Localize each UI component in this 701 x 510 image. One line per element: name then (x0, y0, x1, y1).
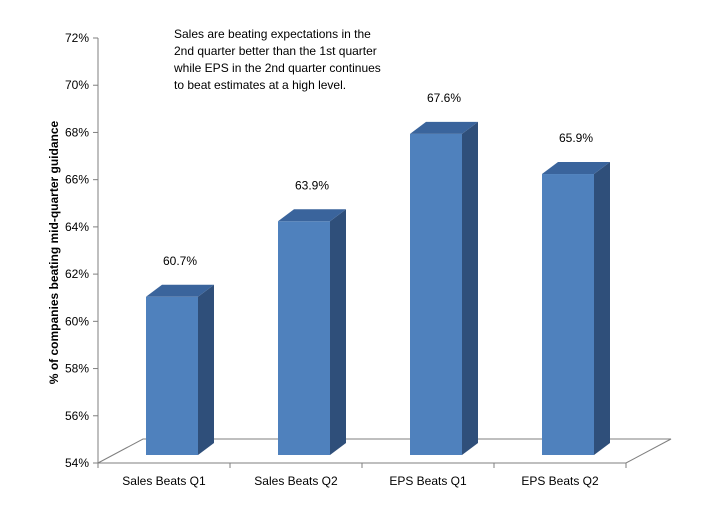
bar-side (594, 162, 610, 455)
y-tick-label: 64% (65, 220, 89, 234)
bar-side (198, 284, 214, 455)
x-tick-label: EPS Beats Q1 (389, 474, 467, 488)
chart-bars (146, 121, 610, 455)
bar-side (330, 209, 346, 455)
y-tick-label: 72% (65, 31, 89, 45)
y-tick-label: 54% (65, 456, 89, 470)
bar-front (410, 133, 462, 455)
data-label: 67.6% (427, 91, 461, 105)
bar-front (542, 174, 594, 455)
data-label: 63.9% (295, 178, 329, 192)
x-tick-label: Sales Beats Q1 (122, 474, 206, 488)
y-tick-label: 66% (65, 173, 89, 187)
y-tick-label: 62% (65, 267, 89, 281)
bar (410, 121, 478, 455)
bar (146, 284, 214, 455)
bar-front (278, 221, 330, 455)
y-axis-label: % of companies beating mid-quarter guida… (47, 120, 61, 384)
y-tick-label: 68% (65, 125, 89, 139)
x-tick-label: Sales Beats Q2 (254, 474, 338, 488)
bar (542, 162, 610, 455)
bar-side (462, 121, 478, 455)
bar-front (146, 296, 198, 455)
bar (278, 209, 346, 455)
data-label: 65.9% (559, 131, 593, 145)
y-tick-label: 58% (65, 362, 89, 376)
chart-annotation: Sales are beating expectations in the 2n… (174, 27, 381, 92)
data-label: 60.7% (163, 254, 197, 268)
y-tick-label: 70% (65, 78, 89, 92)
chart-axes: 54% 56% 58% 60% 62% 64% 66% 68% 70% 72% (65, 31, 627, 470)
chart-labels: 60.7% Sales Beats Q1 63.9% Sales Beats Q2 67… (122, 91, 599, 488)
bar-top (146, 284, 214, 297)
bar-top (542, 162, 610, 175)
y-tick-label: 56% (65, 409, 89, 423)
y-tick-label: 60% (65, 314, 89, 328)
bar-top (410, 121, 478, 134)
x-tick-label: EPS Beats Q2 (521, 474, 599, 488)
bar-top (278, 209, 346, 222)
